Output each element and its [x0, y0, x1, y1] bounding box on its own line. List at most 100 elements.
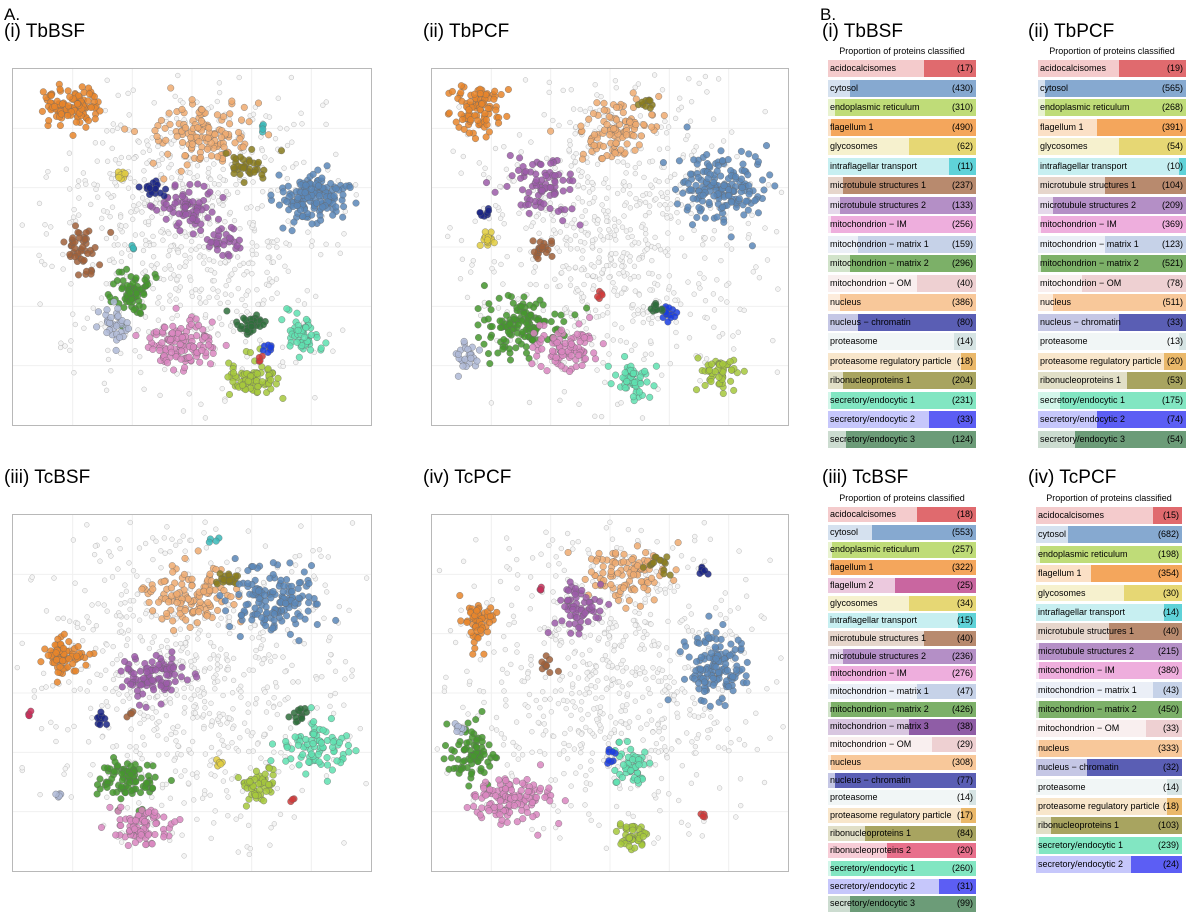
bar-category-label: microtubule structures 1 [830, 631, 926, 646]
bar-row: nucleus − chromatin (77) [828, 773, 976, 788]
bar-category-label: mitochondrion − matrix 2 [830, 702, 929, 717]
cluster-points [259, 121, 267, 135]
cluster-points [477, 229, 498, 249]
bar-title-tcpcf: (iv) TcPCF [1028, 468, 1116, 487]
scatter-title-tcpcf: (iv) TcPCF [423, 468, 511, 487]
bar-count-label: (104) [1162, 177, 1183, 194]
bar-subtitle: Proportion of proteins classified [828, 493, 976, 503]
bar-count-label: (19) [1167, 60, 1183, 77]
bar-category-label: intraflagellar transport [1040, 158, 1127, 175]
bar-row: flagellum 2(25) [828, 578, 976, 593]
bar-count-label: (103) [1158, 817, 1179, 834]
bar-category-label: glycosomes [1040, 138, 1088, 155]
bar-category-label: mitochondrion − OM [1038, 720, 1119, 737]
bar-row: glycosomes(62) [828, 138, 976, 155]
bar-category-label: nucleus [1040, 294, 1071, 311]
bar-count-label: (257) [952, 542, 973, 557]
bar-count-label: (521) [1162, 255, 1183, 272]
bar-row: proteasome(13) [1038, 333, 1186, 350]
bar-category-label: microtubule structures 2 [830, 197, 926, 214]
bar-count-label: (53) [1167, 372, 1183, 389]
bar-row: mitochondrion − matrix 1(47) [828, 684, 976, 699]
bar-row: endoplasmic reticulum(257) [828, 542, 976, 557]
bar-row: mitochondrion − matrix 2(296) [828, 255, 976, 272]
bar-category-label: microtubule structures 1 [830, 177, 926, 194]
bar-row: acidocalcisomes(19) [1038, 60, 1186, 77]
bar-count-label: (80) [957, 314, 973, 331]
bar-row: proteasome(14) [828, 790, 976, 805]
bar-category-label: intraflagellar transport [1038, 604, 1125, 621]
bar-count-label: (386) [952, 294, 973, 311]
scatter-plot-tbpcf [431, 68, 789, 426]
bar-category-label: proteasome [1040, 333, 1088, 350]
bar-category-label: nucleus − chromatin [830, 314, 911, 331]
bar-category-label: acidocalcisomes [830, 60, 896, 77]
cluster-points [693, 355, 747, 397]
bar-category-label: glycosomes [830, 596, 878, 611]
bar-row: cytosol(430) [828, 80, 976, 97]
bar-row: microtubule structures 1 (104) [1038, 177, 1186, 194]
bar-subtitle: Proportion of proteins classified [1038, 46, 1186, 56]
bar-row: microtubule structures 1 (237) [828, 177, 976, 194]
bar-count-label: (333) [1158, 740, 1179, 757]
bar-row: nucleus − chromatin (80) [828, 314, 976, 331]
bar-panel-tcbsf: Proportion of proteins classified acidoc… [828, 491, 976, 903]
bar-row: secretory/endocytic 3(54) [1038, 431, 1186, 448]
bar-category-label: proteasome [1038, 779, 1086, 796]
bar-category-label: proteasome [830, 333, 878, 350]
cluster-points [118, 649, 200, 711]
bar-category-label: mitochondrion − matrix 1 [830, 684, 929, 699]
bar-row: secretory/endocytic 2(33) [828, 411, 976, 428]
bar-row: nucleus(308) [828, 755, 976, 770]
bar-row: mitochondrion − IM(369) [1038, 216, 1186, 233]
bar-count-label: (426) [952, 702, 973, 717]
bar-count-label: (62) [957, 138, 973, 155]
bar-count-label: (391) [1162, 119, 1183, 136]
bar-category-label: mitochondrion − OM [1040, 275, 1121, 292]
bar-row: cytosol(553) [828, 525, 976, 540]
cluster-points [613, 821, 650, 854]
bar-title-tbpcf: (ii) TbPCF [1028, 22, 1114, 41]
bar-row: ribonucleoproteins 1(204) [828, 372, 976, 389]
bar-row: proteasome regulatory particle(20) [1038, 353, 1186, 370]
bar-count-label: (20) [1167, 353, 1183, 370]
bar-row: mitochondrion − IM(256) [828, 216, 976, 233]
bar-category-label: proteasome regulatory particle [830, 808, 952, 823]
bar-count-label: (32) [1163, 759, 1179, 776]
bar-row: ribonucleoproteins 1(84) [828, 826, 976, 841]
cluster-points [53, 791, 64, 801]
bar-category-label: nucleus − chromatin [830, 773, 911, 788]
scatter-title-tbpcf: (ii) TbPCF [423, 22, 509, 41]
bar-row: microtubule structures 2(133) [828, 197, 976, 214]
bar-count-label: (33) [1163, 720, 1179, 737]
bar-count-label: (29) [957, 737, 973, 752]
bar-category-label: microtubule structures 1 [1040, 177, 1136, 194]
bar-category-label: microtubule structures 2 [1040, 197, 1136, 214]
bar-row: microtubule structures 1(40) [1036, 623, 1182, 640]
bar-count-label: (308) [952, 755, 973, 770]
bar-count-label: (256) [952, 216, 973, 233]
bar-count-label: (237) [952, 177, 973, 194]
bar-category-label: mitochondrion − matrix 1 [830, 236, 929, 253]
bar-category-label: proteasome regulatory particle [830, 353, 952, 370]
bar-category-label: microtubule structures 1 [1038, 623, 1134, 640]
bar-count-label: (682) [1158, 526, 1179, 543]
bar-row: microtubule structures 1(40) [828, 631, 976, 646]
bar-count-label: (175) [1162, 392, 1183, 409]
bar-count-label: (14) [957, 790, 973, 805]
bar-category-label: glycosomes [1038, 585, 1086, 602]
bar-row: nucleus(333) [1036, 740, 1182, 757]
bar-count-label: (124) [952, 431, 973, 448]
scatter-title-tbbsf: (i) TbBSF [4, 22, 85, 41]
cluster-points [612, 738, 654, 786]
scatter-plot-tcpcf [431, 514, 789, 872]
cluster-points [39, 81, 103, 139]
bar-count-label: (40) [957, 275, 973, 292]
bar-category-label: ribonucleoproteins 1 [830, 372, 911, 389]
bar-category-label: flagellum 1 [1040, 119, 1084, 136]
bar-row: nucleus(511) [1038, 294, 1186, 311]
bar-row: mitochondrion − matrix 2 (426) [828, 702, 976, 717]
bar-row: proteasome regulatory particle(17) [828, 808, 976, 823]
bar-count-label: (77) [957, 773, 973, 788]
bar-category-label: mitochondrion − IM [1038, 662, 1115, 679]
